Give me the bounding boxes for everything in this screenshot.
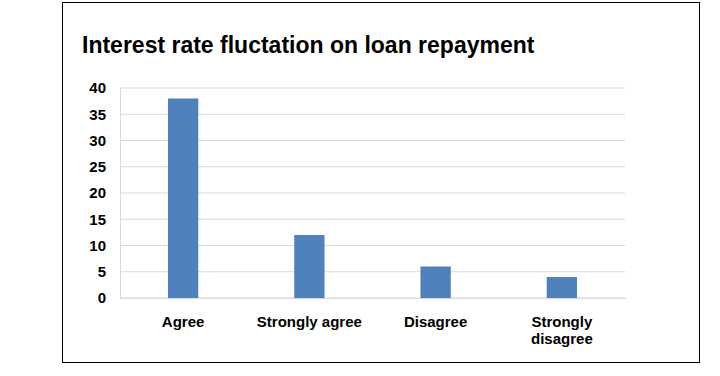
y-tick-label: 5 <box>98 263 106 280</box>
bar <box>420 267 450 299</box>
y-tick-label: 15 <box>89 211 106 228</box>
x-tick-label: Disagree <box>404 313 467 330</box>
y-tick-label: 0 <box>98 289 106 306</box>
y-tick: 35 <box>89 106 120 123</box>
x-tick-label: Agree <box>162 313 205 330</box>
bars <box>168 99 577 299</box>
y-tick: 20 <box>89 184 120 201</box>
x-tick: Agree <box>162 298 205 330</box>
y-tick: 30 <box>89 132 120 149</box>
grid-line <box>120 88 625 89</box>
y-axis-line <box>120 89 121 299</box>
chart-title: Interest rate fluctation on loan repayme… <box>82 32 535 58</box>
bar <box>547 277 577 298</box>
y-tick-label: 20 <box>89 184 106 201</box>
y-tick-label: 40 <box>89 79 106 96</box>
x-tick: Disagree <box>404 298 467 330</box>
bar <box>168 99 198 299</box>
y-tick-label: 10 <box>89 237 106 254</box>
y-tick: 10 <box>89 237 120 254</box>
x-axis: Agree Strongly agree Disagree Stronglydisag… <box>121 298 626 347</box>
chart: Interest rate fluctation on loan repayme… <box>0 0 720 376</box>
x-tick: Stronglydisagree <box>531 298 593 347</box>
x-tick-label: Stronglydisagree <box>531 313 593 347</box>
bar <box>294 235 324 298</box>
y-tick: 0 <box>98 289 120 306</box>
y-tick: 15 <box>89 211 120 228</box>
x-axis-line <box>121 298 626 299</box>
y-tick: 5 <box>98 263 120 280</box>
x-tick: Strongly agree <box>257 298 362 330</box>
y-tick: 40 <box>89 79 120 96</box>
chart-frame <box>63 3 700 363</box>
y-tick-label: 35 <box>89 106 106 123</box>
y-tick-label: 30 <box>89 132 106 149</box>
x-tick-label: Strongly agree <box>257 313 362 330</box>
grid <box>120 88 625 298</box>
y-tick-label: 25 <box>89 158 106 175</box>
y-tick: 25 <box>89 158 120 175</box>
y-axis: 0 5 10 15 20 25 30 35 40 <box>89 79 120 306</box>
